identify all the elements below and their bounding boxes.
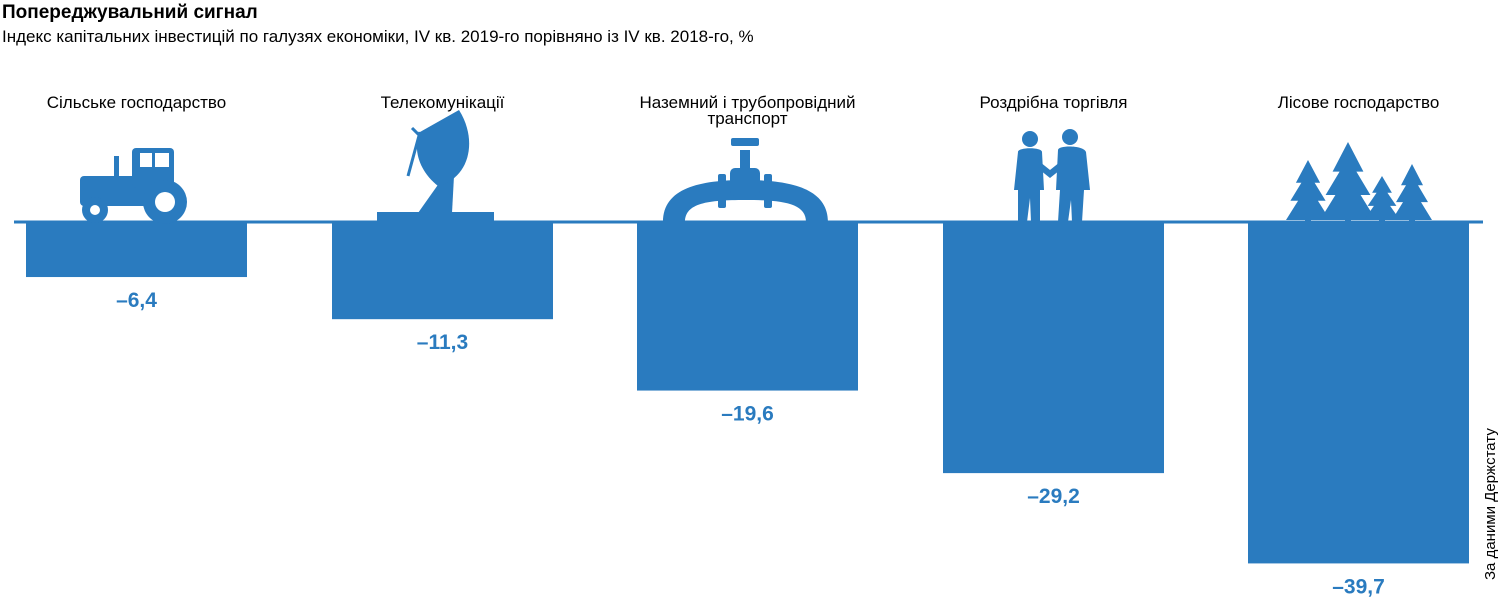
- category-label-4: Роздрібна торгівля: [980, 93, 1128, 112]
- category-label-2: Телекомунікації: [381, 93, 505, 112]
- value-label-4: –29,2: [1027, 485, 1080, 508]
- tractor-icon: [80, 148, 187, 224]
- value-label-3: –19,6: [721, 403, 774, 426]
- value-label-2: –11,3: [417, 331, 468, 354]
- satellite-dish-icon: [377, 110, 494, 222]
- bar-1: [26, 222, 247, 278]
- chart-subtitle: Індекс капітальних інвестицій по галузях…: [2, 27, 754, 46]
- category-label-1: Сільське господарство: [47, 93, 226, 112]
- handshake-icon: [1014, 129, 1090, 222]
- bar-5: [1248, 222, 1469, 564]
- category-label-3-line-2: транспорт: [707, 109, 787, 128]
- bar-4: [943, 222, 1164, 474]
- trees-icon: [1286, 142, 1432, 222]
- value-label-5: –39,7: [1332, 575, 1385, 598]
- value-label-1: –6,4: [116, 289, 157, 312]
- category-label-3-line-1: Наземний і трубопровідний: [639, 93, 855, 112]
- bar-3: [637, 222, 858, 391]
- category-label-5: Лісове господарство: [1278, 93, 1440, 112]
- pipeline-valve-icon: [663, 138, 828, 222]
- bar-2: [332, 222, 553, 320]
- chart-title: Попереджувальний сигнал: [2, 2, 258, 23]
